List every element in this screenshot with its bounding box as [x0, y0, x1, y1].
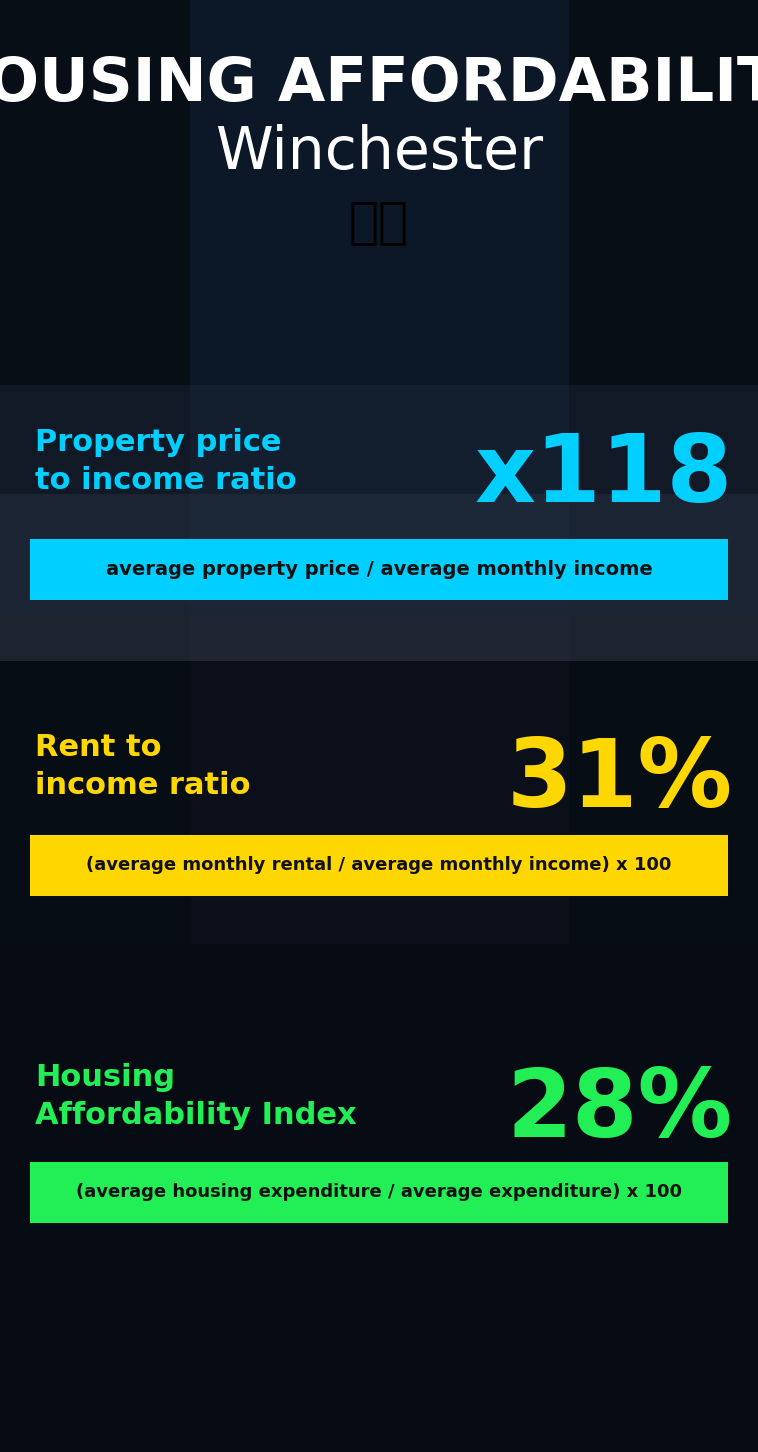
Text: HOUSING AFFORDABILITY: HOUSING AFFORDABILITY: [0, 55, 758, 113]
Text: Rent to
income ratio: Rent to income ratio: [35, 733, 250, 800]
Text: Property price
to income ratio: Property price to income ratio: [35, 428, 296, 495]
Bar: [0, 494, 758, 661]
Bar: [30, 1162, 728, 1223]
Bar: [0, 944, 758, 1452]
Text: average property price / average monthly income: average property price / average monthly…: [105, 559, 653, 579]
Text: x118: x118: [475, 430, 733, 523]
Text: Housing
Affordability Index: Housing Affordability Index: [35, 1063, 356, 1130]
Bar: [30, 835, 728, 896]
Text: (average monthly rental / average monthly income) x 100: (average monthly rental / average monthl…: [86, 857, 672, 874]
Text: Winchester: Winchester: [215, 123, 543, 182]
Bar: [30, 539, 728, 600]
Text: 28%: 28%: [507, 1064, 733, 1157]
Text: 31%: 31%: [507, 735, 733, 828]
Bar: [568, 0, 758, 1016]
Text: 🇬🇧: 🇬🇧: [349, 197, 409, 247]
Bar: [0, 385, 758, 617]
Bar: [0, 0, 758, 552]
Text: (average housing expenditure / average expenditure) x 100: (average housing expenditure / average e…: [76, 1183, 682, 1201]
Bar: [0, 0, 190, 1016]
